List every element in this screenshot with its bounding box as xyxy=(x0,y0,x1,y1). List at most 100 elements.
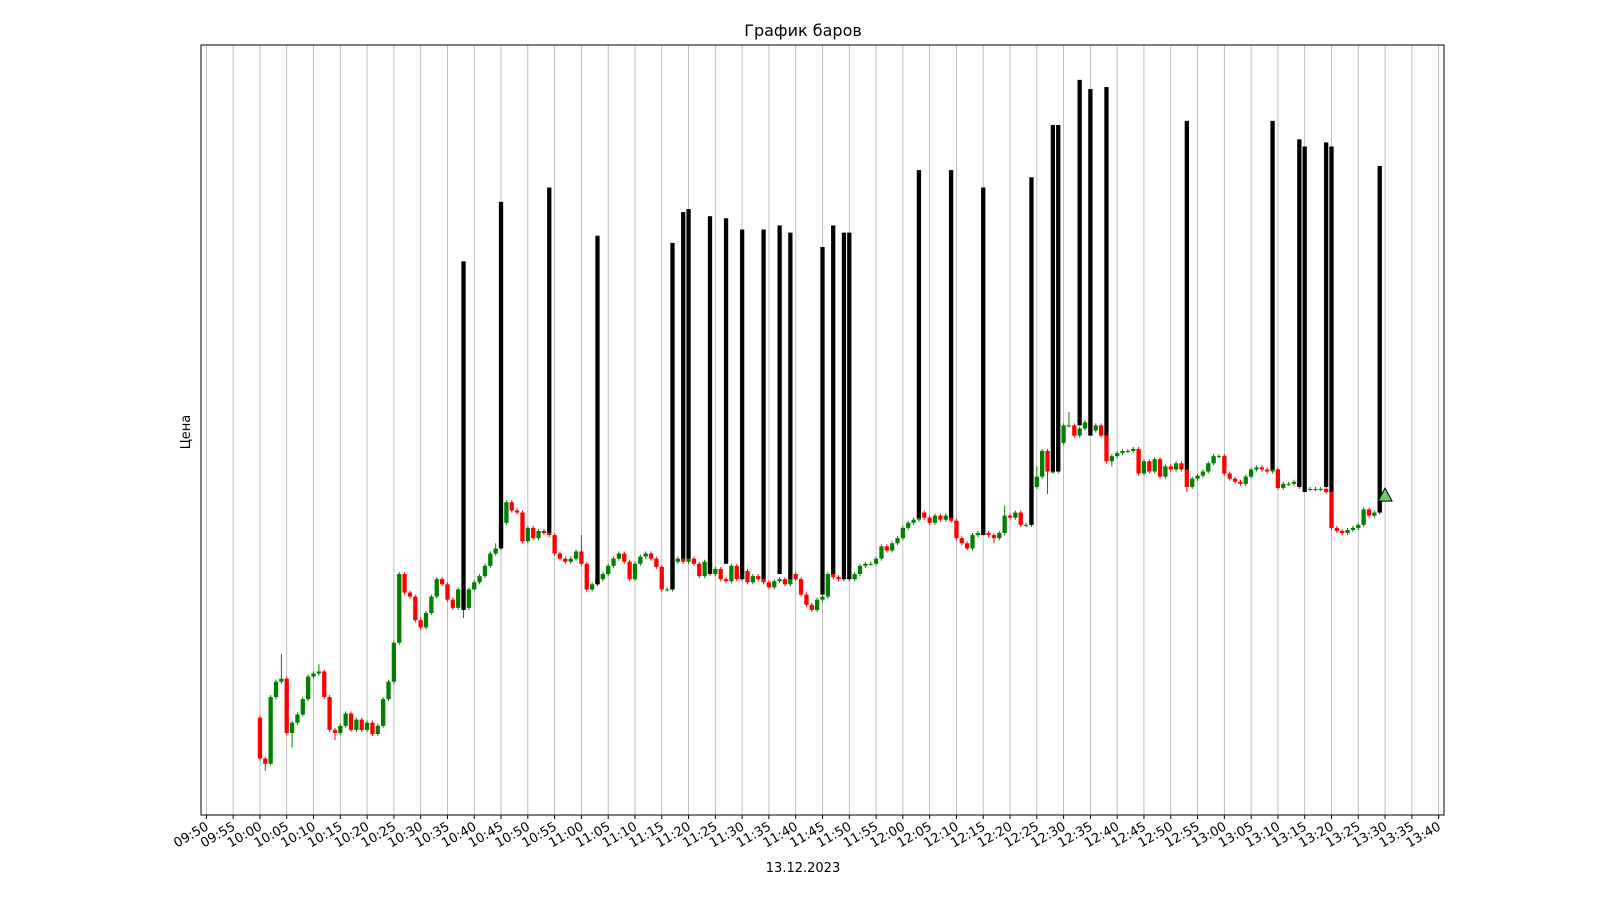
candle-body xyxy=(1190,478,1195,487)
candle-body xyxy=(777,579,782,582)
candle-body xyxy=(573,551,579,559)
bar xyxy=(1104,87,1109,436)
candle-body xyxy=(895,538,900,544)
bar xyxy=(847,232,852,580)
bar xyxy=(686,209,691,559)
candle-body xyxy=(1275,469,1281,488)
bar xyxy=(1270,120,1275,470)
candle-body xyxy=(456,589,461,608)
candle-body xyxy=(1082,422,1088,429)
candle-body xyxy=(782,579,788,585)
candle-body xyxy=(1034,476,1039,487)
candle-body xyxy=(954,520,959,539)
plot-frame xyxy=(200,44,1445,816)
candle-body xyxy=(750,576,755,583)
candle-body xyxy=(370,722,375,735)
bar xyxy=(1029,177,1034,525)
chart-title: График баров xyxy=(744,21,862,40)
candle-body xyxy=(825,574,831,597)
candle-body xyxy=(1157,459,1163,477)
candle-body xyxy=(1350,527,1356,530)
candle-body xyxy=(450,599,455,608)
candle-body xyxy=(375,725,380,735)
candle-body xyxy=(890,543,895,551)
candle-body xyxy=(697,563,702,577)
candle-body xyxy=(348,713,354,730)
candle-body xyxy=(263,758,268,764)
bar xyxy=(831,225,836,575)
bar xyxy=(1302,146,1307,493)
bar xyxy=(1329,146,1334,493)
bar xyxy=(547,187,552,534)
candle-body xyxy=(547,533,552,536)
candle-body xyxy=(600,574,605,580)
candle-body xyxy=(686,558,691,562)
candle-body xyxy=(295,714,300,723)
candle-body xyxy=(820,596,825,600)
candle-body xyxy=(1329,492,1334,528)
candle-body xyxy=(729,565,734,582)
candle-body xyxy=(536,530,541,539)
candle-body xyxy=(381,699,386,726)
candle-body xyxy=(407,592,413,597)
candle-body xyxy=(965,543,970,549)
candle-body xyxy=(1023,524,1029,526)
candle-body xyxy=(482,565,488,577)
candle-body xyxy=(589,584,595,590)
candle-body xyxy=(434,579,439,597)
candle-body xyxy=(1168,466,1173,470)
candle-body xyxy=(857,565,863,575)
bar xyxy=(670,242,675,590)
candle-body xyxy=(1254,467,1259,470)
candle-body xyxy=(525,527,530,542)
bar xyxy=(1050,124,1056,472)
bar xyxy=(1184,120,1189,470)
candle-body xyxy=(1281,483,1286,488)
candle-body xyxy=(638,556,643,564)
candle-body xyxy=(814,599,820,610)
candle-body xyxy=(970,535,975,549)
candle-body xyxy=(439,579,445,585)
candle-body xyxy=(927,517,932,523)
bar xyxy=(595,235,600,585)
candle-body xyxy=(354,719,359,730)
candle-body xyxy=(300,699,305,715)
candle-body xyxy=(831,574,836,578)
candle-body xyxy=(429,596,434,614)
candle-body xyxy=(648,553,654,559)
candle-body xyxy=(509,502,514,511)
candle-body xyxy=(1265,469,1270,472)
bar xyxy=(1377,165,1382,513)
candle-body xyxy=(557,553,563,559)
candle-body xyxy=(1270,469,1275,472)
candle-body xyxy=(659,566,664,590)
candle-body xyxy=(1173,463,1179,470)
bar xyxy=(1077,79,1082,426)
candle-body xyxy=(1318,488,1323,490)
candle-body xyxy=(1227,473,1232,479)
candle-body xyxy=(852,574,857,580)
candle-body xyxy=(332,729,338,733)
bar xyxy=(761,229,766,580)
candle-body xyxy=(1345,529,1350,534)
bar xyxy=(788,232,793,580)
candle-body xyxy=(1372,512,1377,516)
candle-body xyxy=(723,579,729,582)
bar xyxy=(1088,89,1093,436)
candle-body xyxy=(1050,471,1056,473)
candle-body xyxy=(568,558,573,562)
candle-body xyxy=(938,515,943,520)
candle-body xyxy=(316,671,322,674)
candle-body xyxy=(654,558,659,567)
candle-body xyxy=(798,579,804,595)
candle-body xyxy=(1323,488,1329,493)
candle-body xyxy=(1243,476,1248,484)
candle-body xyxy=(1232,478,1238,482)
candle-body xyxy=(1366,509,1372,516)
candle-body xyxy=(1307,488,1313,490)
candle-body xyxy=(1216,456,1222,458)
candle-body xyxy=(445,584,450,600)
candle-body xyxy=(1072,425,1077,436)
